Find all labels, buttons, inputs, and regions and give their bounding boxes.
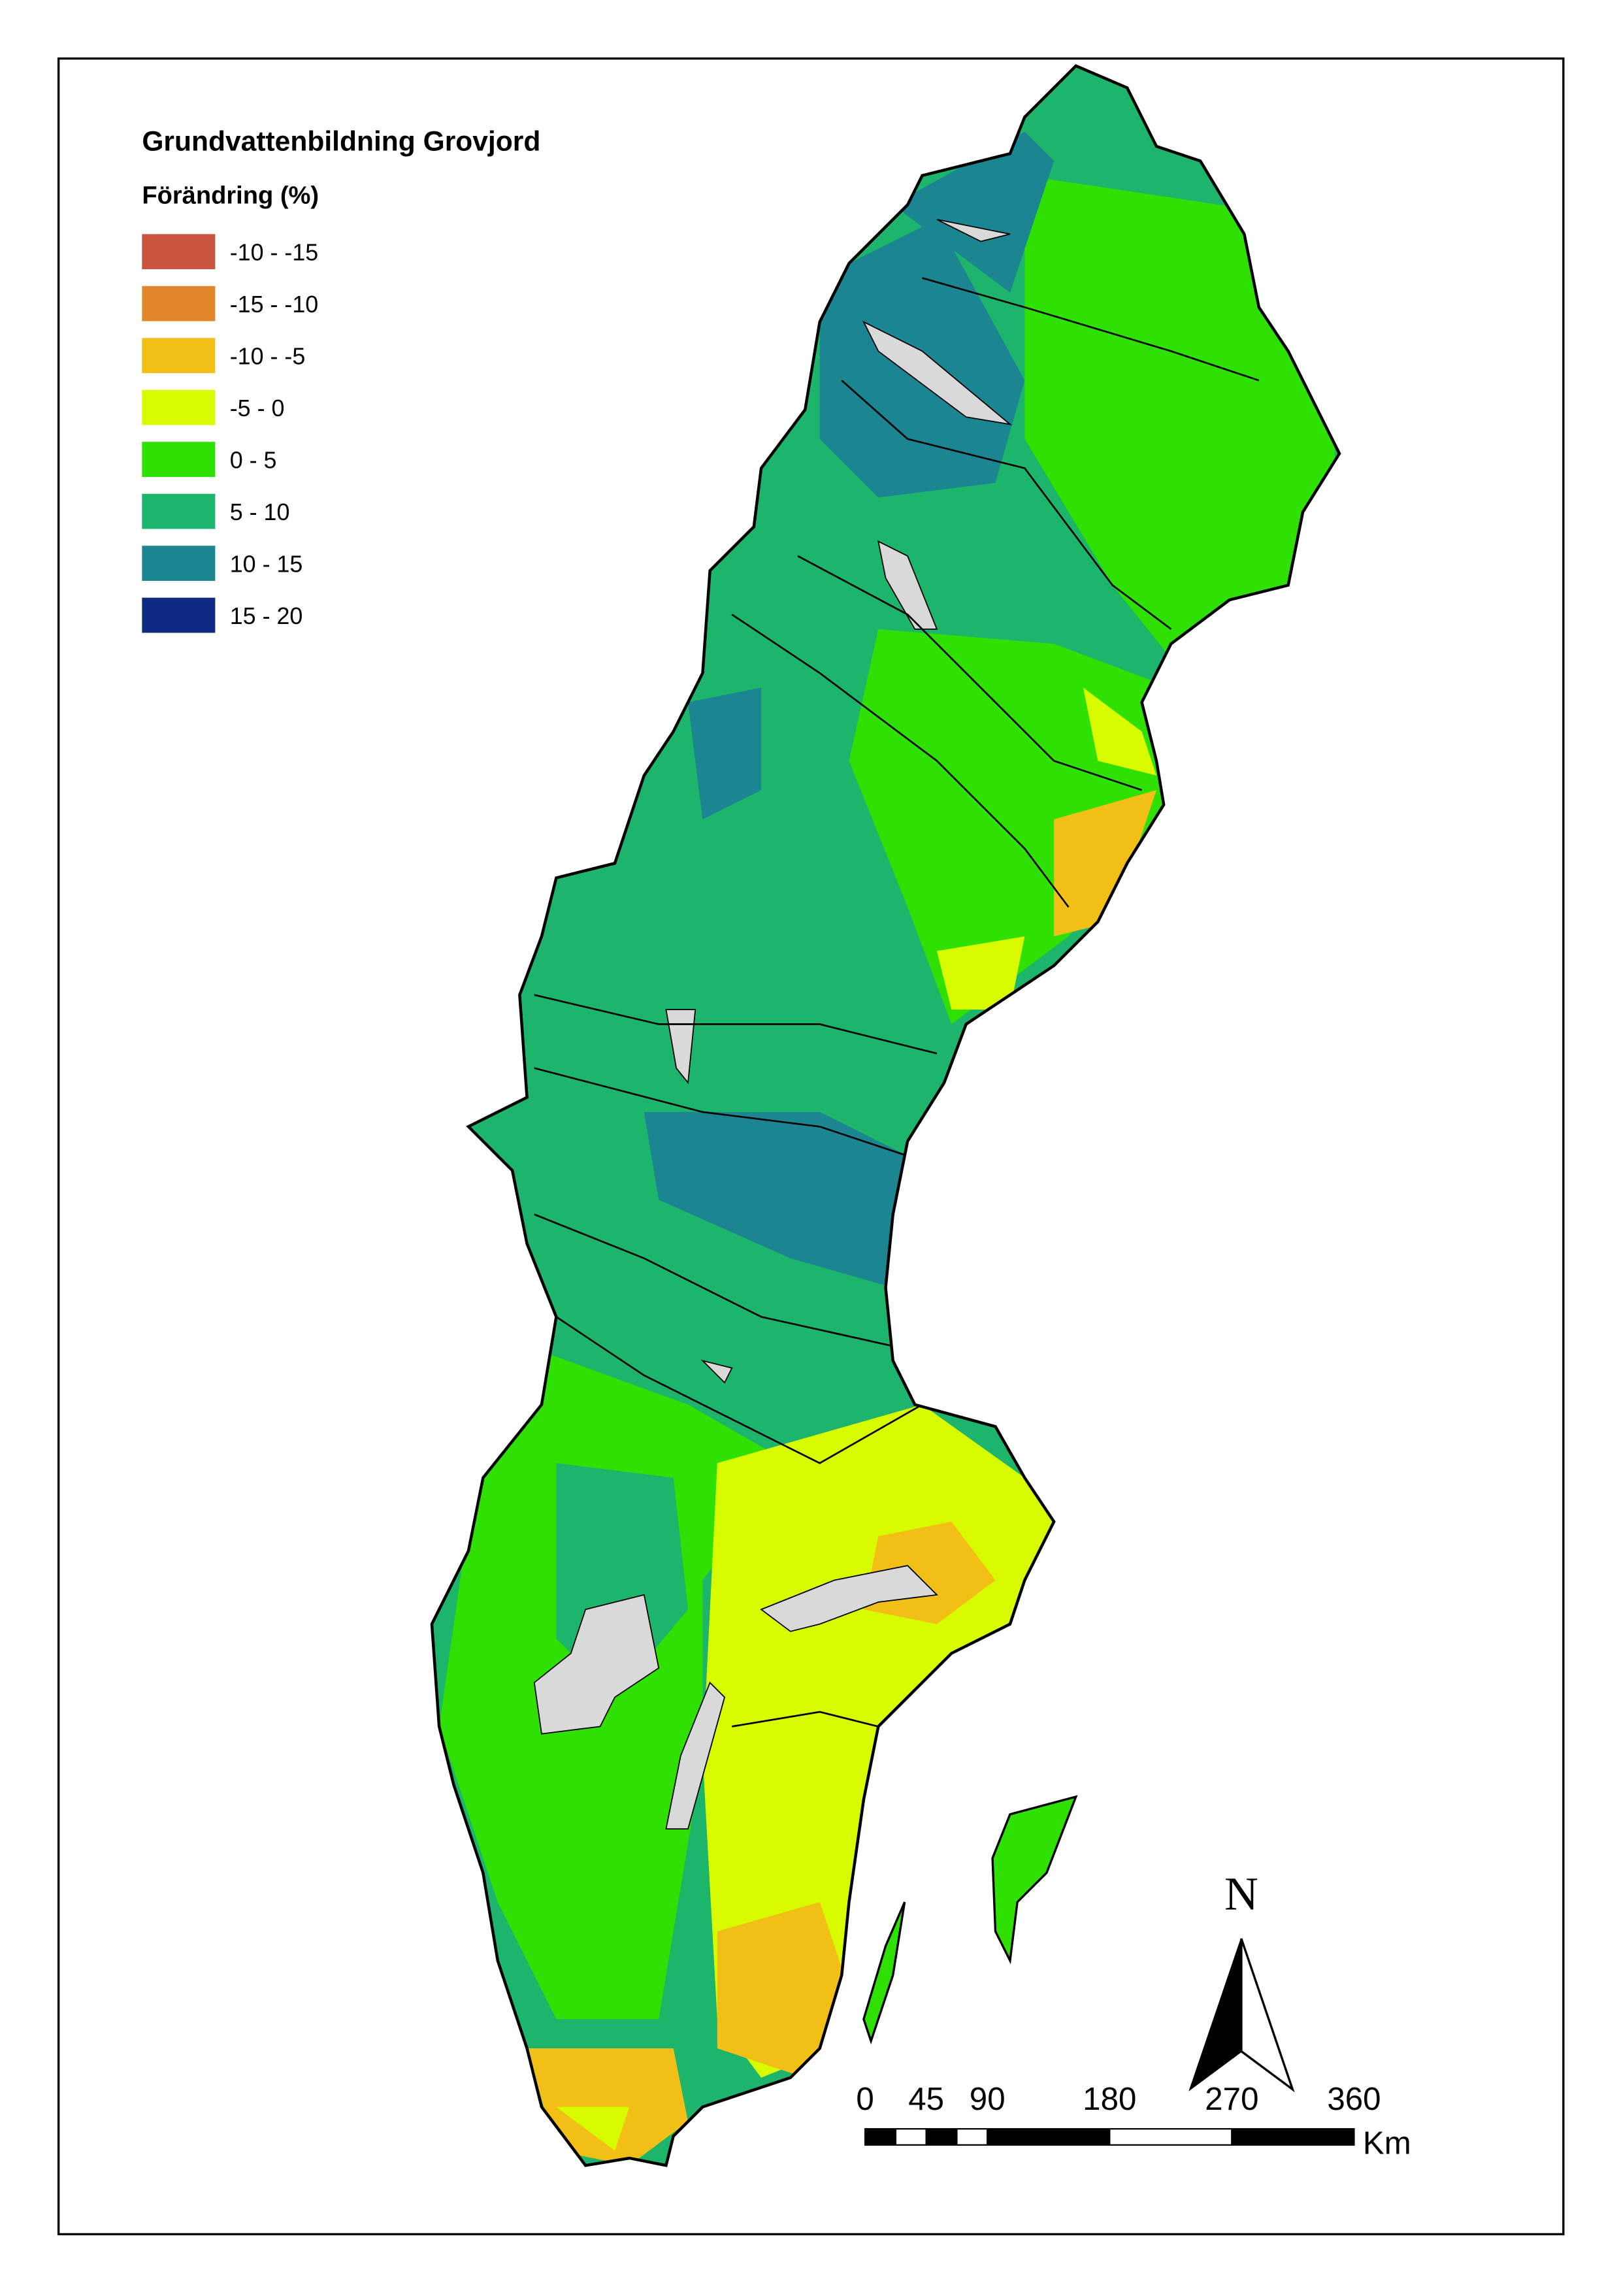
legend-swatch <box>142 442 216 478</box>
legend-label: 0 - 5 <box>230 448 277 474</box>
scale-segment <box>987 2128 1111 2146</box>
scale-segment <box>925 2128 958 2146</box>
legend-label: -5 - 0 <box>230 395 285 421</box>
scale-label: 360 <box>1327 2081 1381 2117</box>
country-border <box>430 64 1341 2167</box>
lake <box>700 1359 733 1384</box>
legend-label: -10 - -15 <box>230 240 318 266</box>
island <box>862 1901 906 2045</box>
region <box>644 1111 908 1288</box>
region <box>936 936 1025 1010</box>
legend-swatch <box>142 493 216 529</box>
region <box>717 1902 849 2078</box>
scale-segment <box>864 2128 897 2146</box>
catchment-border <box>731 614 1070 908</box>
legend-swatch <box>142 597 216 633</box>
region <box>556 2107 630 2151</box>
region <box>1054 790 1156 937</box>
catchment-border <box>922 277 1260 382</box>
lake <box>665 1009 696 1085</box>
legend-swatch <box>142 389 216 425</box>
legend-label: -15 - -10 <box>230 291 318 318</box>
scale-label: 270 <box>1205 2081 1258 2117</box>
catchment-border <box>534 1213 894 1347</box>
scale-label: 90 <box>970 2081 1006 2117</box>
catchment-border <box>797 555 1143 791</box>
catchment-border <box>841 380 1172 630</box>
lake <box>665 1681 726 1830</box>
scale-bar: 0 45 90 180 270 360 Km <box>856 2081 1411 2161</box>
scale-segment <box>894 2128 927 2146</box>
scale-label: 180 <box>1083 2081 1136 2117</box>
legend: -10 - -15 -15 - -10 -10 - -5 -5 - 0 0 - 5 5 -… <box>142 234 318 633</box>
legend-label: 5 - 10 <box>230 499 290 525</box>
legend-swatch <box>142 338 216 374</box>
legend-label: 15 - 20 <box>230 603 303 629</box>
lake <box>862 320 1013 425</box>
legend-swatch <box>142 234 216 270</box>
lake <box>533 1594 660 1735</box>
catchment-border <box>555 1316 923 1464</box>
region <box>688 687 762 820</box>
legend-swatch <box>142 546 216 582</box>
lake <box>936 219 1011 242</box>
island <box>991 1795 1078 1965</box>
legend-label: -10 - -5 <box>230 344 306 370</box>
catchment-borders <box>534 277 1260 1728</box>
catchment-border <box>732 1711 879 1728</box>
scale-segment <box>956 2128 989 2146</box>
lake <box>877 540 938 630</box>
north-arrow <box>1240 1938 1295 2093</box>
scale-label: 45 <box>908 2081 944 2117</box>
scale-segment <box>1109 2128 1233 2146</box>
catchment-border <box>534 994 938 1055</box>
north-label: N <box>1224 1867 1258 1920</box>
legend-label: 10 - 15 <box>230 551 303 578</box>
scale-segment <box>1231 2128 1355 2146</box>
legend-title: Förändring (%) <box>142 182 319 209</box>
map-title: Grundvattenbildning Grovjord <box>142 126 540 157</box>
region <box>1083 687 1156 776</box>
region <box>849 629 1171 1025</box>
scale-label: 0 <box>856 2081 874 2117</box>
lake <box>760 1565 938 1632</box>
region <box>892 131 1055 293</box>
legend-swatch <box>142 286 216 321</box>
catchment-border <box>534 1067 908 1157</box>
scale-unit: Km <box>1363 2125 1411 2161</box>
